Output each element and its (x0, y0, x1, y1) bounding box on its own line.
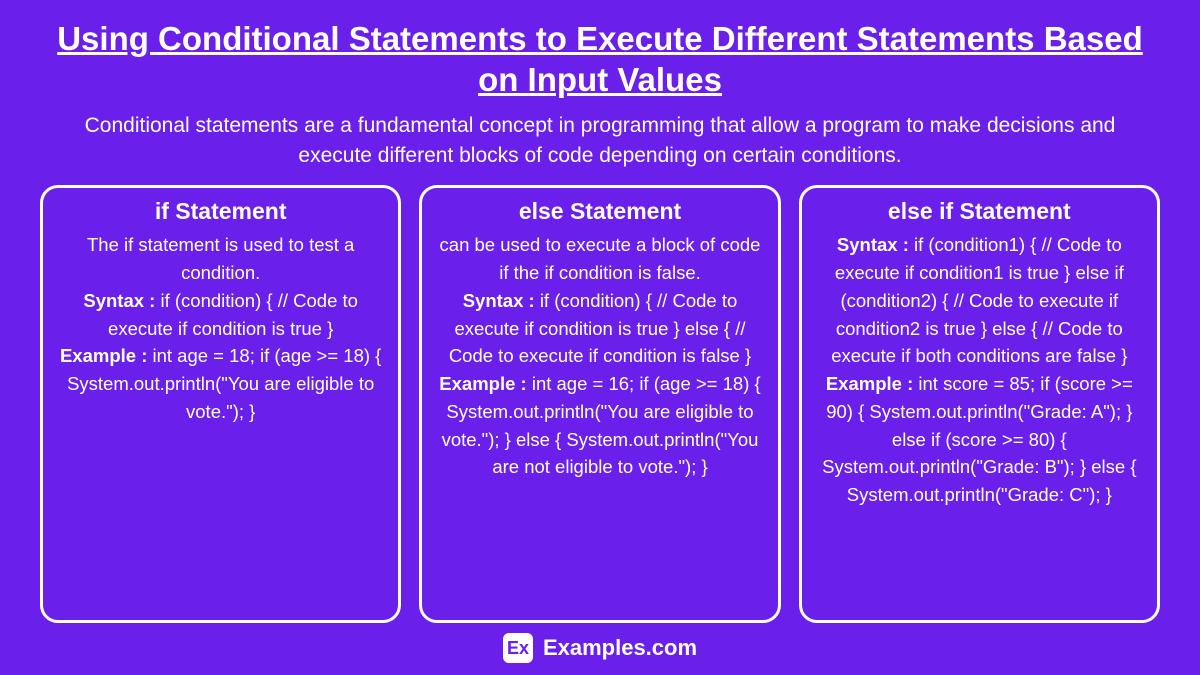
card-title: else if Statement (814, 198, 1145, 225)
page-title: Using Conditional Statements to Execute … (40, 18, 1160, 101)
card-desc: can be used to execute a block of code i… (440, 234, 761, 283)
card-else: else Statement can be used to execute a … (419, 185, 780, 623)
card-body: can be used to execute a block of code i… (434, 231, 765, 481)
card-elseif: else if Statement Syntax : if (condition… (799, 185, 1160, 623)
card-title: if Statement (55, 198, 386, 225)
card-title: else Statement (434, 198, 765, 225)
syntax-label: Syntax : (837, 234, 914, 255)
example-label: Example : (439, 373, 532, 394)
example-label: Example : (60, 345, 153, 366)
example-label: Example : (826, 373, 919, 394)
card-if: if Statement The if statement is used to… (40, 185, 401, 623)
syntax-label: Syntax : (83, 290, 160, 311)
intro-text: Conditional statements are a fundamental… (40, 111, 1160, 172)
cards-row: if Statement The if statement is used to… (40, 185, 1160, 623)
logo-icon: Ex (503, 633, 533, 663)
syntax-label: Syntax : (463, 290, 540, 311)
card-desc: The if statement is used to test a condi… (87, 234, 354, 283)
card-body: The if statement is used to test a condi… (55, 231, 386, 425)
brand-text: Examples.com (543, 635, 697, 661)
footer: Ex Examples.com (40, 633, 1160, 663)
card-body: Syntax : if (condition1) { // Code to ex… (814, 231, 1145, 509)
